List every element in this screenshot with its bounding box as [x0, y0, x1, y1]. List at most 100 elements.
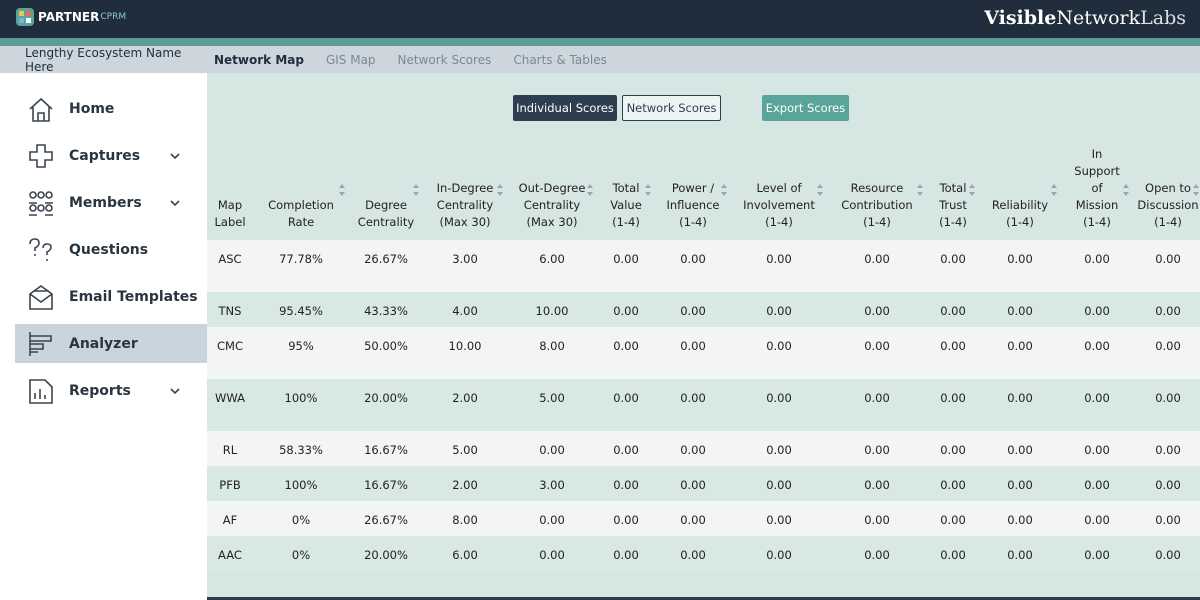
- column-header[interactable]: Completion Rate: [253, 140, 349, 240]
- column-header[interactable]: Reliability (1-4): [979, 140, 1061, 240]
- sort-icon[interactable]: [969, 184, 976, 196]
- table-cell: 0.00: [1155, 339, 1181, 353]
- nav-icon: [29, 284, 53, 310]
- table-cell: 0.00: [864, 339, 890, 353]
- table-cell: 0.00: [613, 443, 639, 457]
- column-header[interactable]: Open to Discussion (1-4): [1133, 140, 1200, 240]
- column-header[interactable]: Level of Involvement (1-4): [731, 140, 827, 240]
- table-cell: 5.00: [452, 443, 478, 457]
- column-header[interactable]: Degree Centrality: [349, 140, 423, 240]
- header-line: Degree: [365, 198, 407, 212]
- table-cell: 0.00: [680, 391, 706, 405]
- nav-item[interactable]: Questions: [15, 226, 207, 273]
- sort-icon[interactable]: [1123, 184, 1130, 196]
- nav-label: Email Templates: [69, 288, 198, 305]
- header-line: Reliability: [991, 198, 1049, 212]
- chevron[interactable]: [169, 385, 181, 397]
- main: Individual Scores Network Scores Export …: [207, 73, 1200, 597]
- table-cell: 95.45%: [279, 304, 323, 318]
- table-cell: 0.00: [1155, 443, 1181, 457]
- header-line: Power /: [671, 181, 715, 195]
- nav-item[interactable]: Members: [15, 179, 207, 226]
- table-cell: 0.00: [613, 391, 639, 405]
- sort-icon[interactable]: [645, 184, 652, 196]
- table-cell: 0.00: [1084, 548, 1110, 562]
- table-cell: 0.00: [766, 443, 792, 457]
- tab[interactable]: Charts & Tables: [513, 52, 607, 67]
- table-cell: 43.33%: [364, 304, 408, 318]
- top-bar: PARTNER CPRM VisibleNetworkLabs: [0, 0, 1200, 38]
- table-cell: 0.00: [864, 391, 890, 405]
- table-cell: 0.00: [1155, 252, 1181, 266]
- table-cell: 16.67%: [364, 478, 408, 492]
- table-cell: AF: [222, 513, 238, 527]
- header-line: Level of: [756, 181, 802, 195]
- table-cell: 0.00: [680, 339, 706, 353]
- table-cell: 5.00: [539, 391, 565, 405]
- chevron[interactable]: [169, 150, 181, 162]
- tab[interactable]: Network Scores: [397, 52, 492, 67]
- table-cell: 3.00: [452, 252, 478, 266]
- button[interactable]: Network Scores: [622, 95, 721, 121]
- table-cell: 0.00: [539, 513, 565, 527]
- brand-part: Network: [1056, 7, 1141, 29]
- chevron[interactable]: [169, 197, 181, 209]
- button[interactable]: Export Scores: [762, 95, 849, 121]
- sort-icon[interactable]: [721, 184, 728, 196]
- nav-item[interactable]: Captures: [15, 132, 207, 179]
- column-header[interactable]: In Support of Mission (1-4): [1061, 140, 1133, 240]
- sort-icon[interactable]: [817, 184, 824, 196]
- tab-bar: Lengthy Ecosystem Name Here Network Map …: [0, 46, 1200, 74]
- nav-item[interactable]: Analyzer: [15, 324, 207, 363]
- column-header[interactable]: Total Value (1-4): [597, 140, 655, 240]
- table-cell: 95%: [288, 339, 314, 353]
- table-cell: 0.00: [864, 478, 890, 492]
- header-line: Trust: [939, 198, 967, 212]
- table-cell: 0.00: [864, 548, 890, 562]
- header-line: Influence: [666, 198, 720, 212]
- table-cell: 0.00: [1155, 478, 1181, 492]
- logo[interactable]: PARTNER CPRM: [16, 8, 126, 26]
- column-header[interactable]: Out-Degree Centrality (Max 30): [507, 140, 597, 240]
- sort-icon[interactable]: [497, 184, 504, 196]
- column-header[interactable]: Total Trust (1-4): [927, 140, 979, 240]
- stripe: [0, 38, 1200, 46]
- sort-icon[interactable]: [1193, 184, 1200, 196]
- sort-icon[interactable]: [1051, 184, 1058, 196]
- nav-label: Analyzer: [69, 335, 138, 352]
- tab[interactable]: GIS Map: [325, 52, 376, 67]
- table-cell: 0.00: [539, 548, 565, 562]
- table-cell: 0.00: [1007, 548, 1033, 562]
- header-line: Centrality: [436, 198, 494, 212]
- brand-part: Labs: [1140, 7, 1186, 29]
- sort-icon[interactable]: [413, 184, 420, 196]
- table-cell: 20.00%: [364, 391, 408, 405]
- header-line: Label: [214, 215, 246, 229]
- column-header[interactable]: In-Degree Centrality (Max 30): [423, 140, 507, 240]
- column-header[interactable]: Resource Contribution (1-4): [827, 140, 927, 240]
- table-cell: 0.00: [940, 478, 966, 492]
- table-row: TNS 95.45% 43.33% 4.00 10.00 0.00 0.00 0.00 0.00…: [207, 292, 1200, 327]
- table-cell: 0.00: [680, 548, 706, 562]
- table-cell: 0.00: [1084, 304, 1110, 318]
- nav-item[interactable]: Home: [15, 85, 207, 132]
- nav-label: Reports: [69, 382, 131, 399]
- column-header[interactable]: Map Label: [207, 140, 253, 240]
- tab[interactable]: Network Map: [214, 52, 304, 67]
- nav-icon: [29, 97, 53, 122]
- nav-label: Home: [69, 100, 115, 117]
- button[interactable]: Individual Scores: [513, 95, 617, 121]
- table-row: WWA 100% 20.00% 2.00 5.00 0.00 0.00 0.00 0.00 0.0…: [207, 379, 1200, 431]
- table-cell: 0.00: [766, 548, 792, 562]
- sort-icon[interactable]: [587, 184, 594, 196]
- table-cell: PFB: [219, 478, 241, 492]
- sort-icon[interactable]: [917, 184, 924, 196]
- column-header[interactable]: Power / Influence (1-4): [655, 140, 731, 240]
- sort-icon[interactable]: [339, 184, 346, 196]
- nav-item[interactable]: Email Templates: [15, 273, 207, 320]
- header-row: Map Label Completion Rate Degree Centrality In…: [207, 140, 1200, 240]
- table-cell: 0.00: [940, 304, 966, 318]
- table-cell: 0.00: [766, 252, 792, 266]
- header-line: Value: [610, 198, 642, 212]
- nav-item[interactable]: Reports: [15, 367, 207, 414]
